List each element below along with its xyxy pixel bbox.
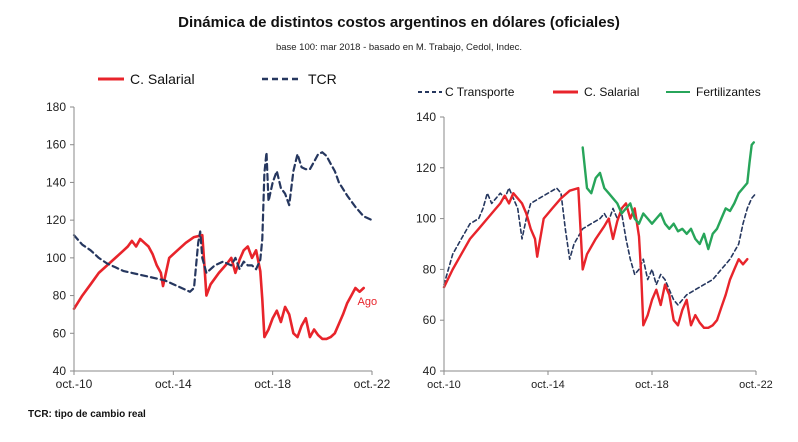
left-y-tick-label: 100 <box>46 251 66 265</box>
right-series-c-salarial <box>442 186 749 329</box>
right-x-tick-label: oct.-10 <box>427 379 461 391</box>
right-x-tick-label: oct.-22 <box>739 379 773 391</box>
right-y-tick-label: 40 <box>423 364 437 378</box>
right-y-tick-label: 80 <box>423 262 437 276</box>
right-y-tick-label: 140 <box>416 110 436 124</box>
left-series-tcr <box>72 151 374 293</box>
right-series-fertilizantes <box>581 141 755 251</box>
chart-title: Dinámica de distintos costos argentinos … <box>178 14 620 31</box>
left-y-tick-label: 40 <box>53 364 67 378</box>
footnote: TCR: tipo de cambio real <box>28 409 146 420</box>
left-y-tick-label: 180 <box>46 100 66 114</box>
right-y-tick-label: 100 <box>416 212 436 226</box>
annotation-ago: Ago <box>358 296 378 308</box>
right-y-tick-label: 120 <box>416 161 436 175</box>
left-y-tick-label: 140 <box>46 175 66 189</box>
left-series-c-salarial <box>72 233 365 341</box>
legend-label-c-transporte: C Transporte <box>445 85 515 99</box>
left-y-tick-label: 120 <box>46 213 66 227</box>
right-x-tick-label: oct.-14 <box>531 379 565 391</box>
left-x-tick-label: oct.-14 <box>155 377 192 391</box>
right-x-tick-label: oct.-18 <box>635 379 669 391</box>
left-y-tick-label: 80 <box>53 289 67 303</box>
left-x-tick-label: oct.-10 <box>56 377 93 391</box>
legend-label-c-salarial-right: C. Salarial <box>584 85 639 99</box>
legend-label-fertilizantes: Fertilizantes <box>696 85 761 99</box>
left-y-tick-label: 60 <box>53 326 67 340</box>
chart-subtitle: base 100: mar 2018 - basado en M. Trabaj… <box>275 42 523 53</box>
legend-label-c-salarial: C. Salarial <box>130 71 195 87</box>
left-y-tick-label: 160 <box>46 138 66 152</box>
left-chart: 40 60 80 100 120 140 160 180 oct.-10 oct.-14 oct.-… <box>46 71 391 391</box>
right-chart: 40 60 80 100 120 140 oct.-10 oct.-14 oct.-18 oct.… <box>416 85 773 391</box>
left-x-tick-label: oct.-22 <box>354 377 391 391</box>
right-y-tick-label: 60 <box>423 313 437 327</box>
left-x-tick-label: oct.-18 <box>254 377 291 391</box>
legend-label-tcr: TCR <box>308 71 337 87</box>
